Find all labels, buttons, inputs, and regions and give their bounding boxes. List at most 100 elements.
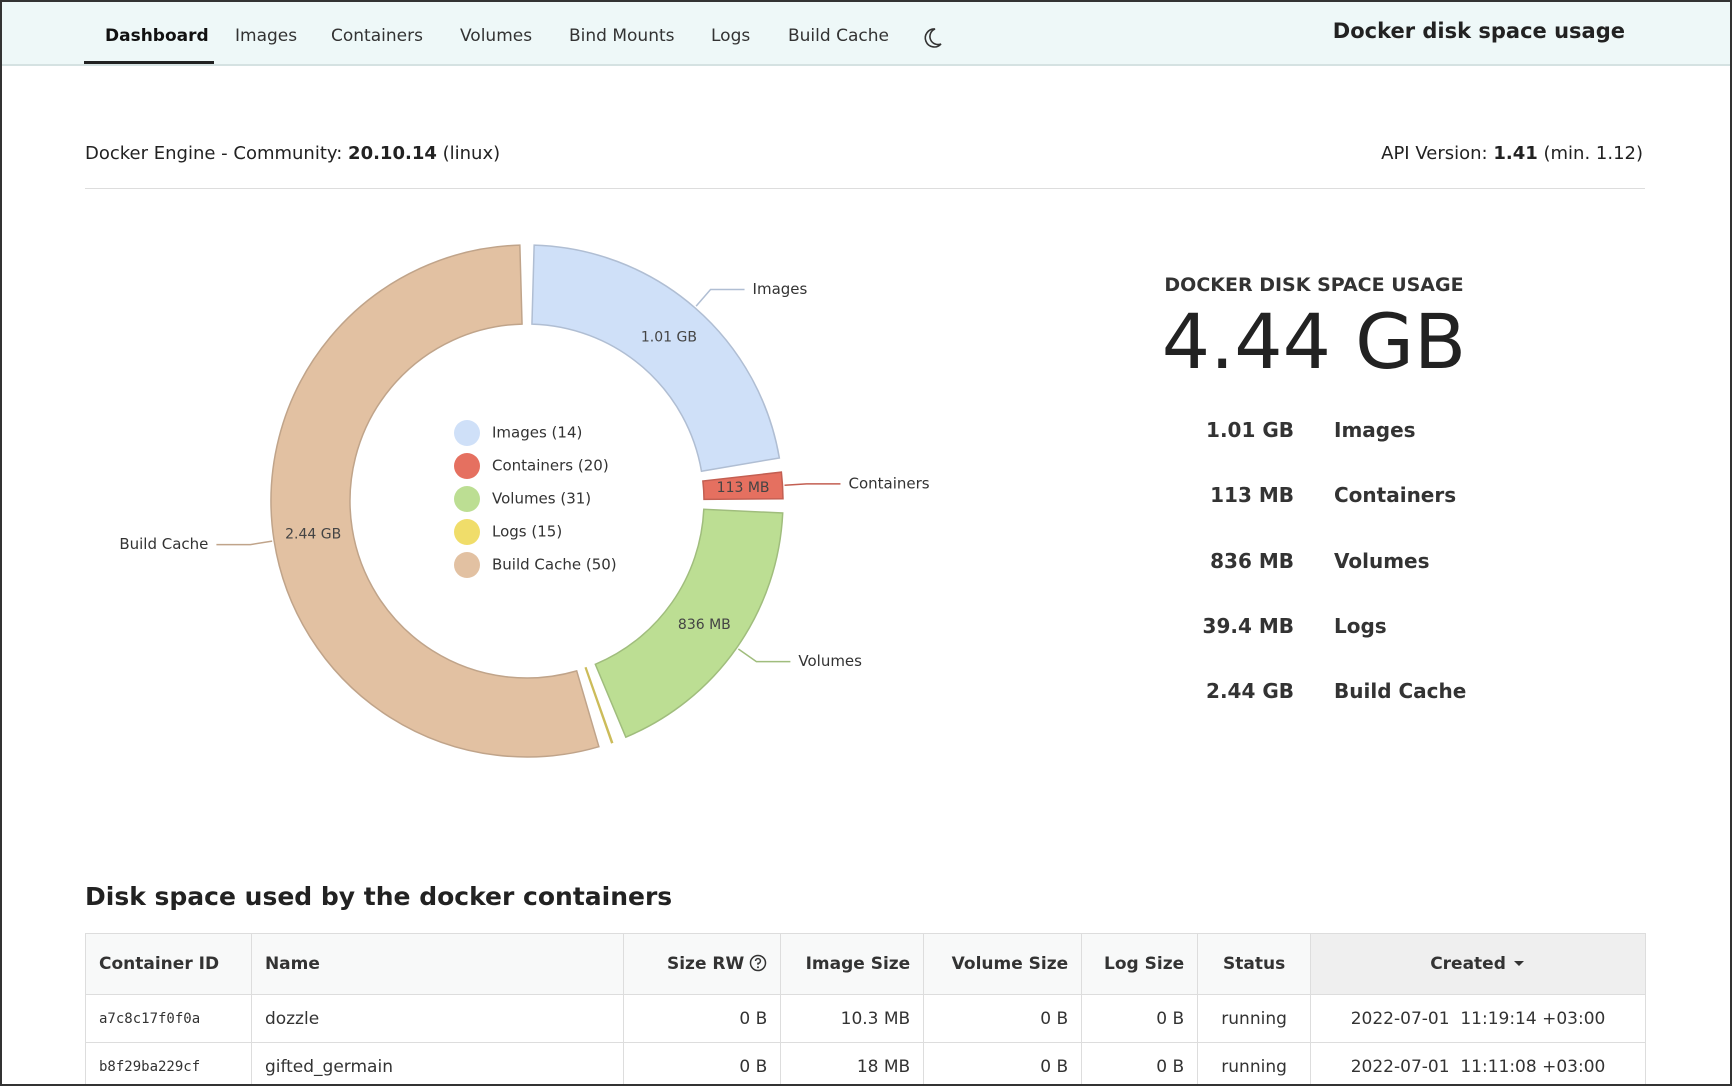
table-cell: 0 B — [623, 994, 782, 1043]
table-cell: 18 MB — [780, 1042, 925, 1084]
containers-table: Container ID Name Size RW Image Size Volume … — [85, 933, 1646, 1084]
slice-value-label: 2.44 GB — [285, 527, 341, 543]
donut-slice — [594, 508, 784, 739]
active-tab-indicator — [84, 61, 214, 64]
table-cell: b8f29ba229cf — [85, 1042, 252, 1084]
legend-swatch — [454, 420, 480, 446]
nav-tab[interactable]: Build Cache — [788, 26, 889, 46]
table-cell: 2022-07-01 11:11:08 +03:00 — [1310, 1042, 1646, 1084]
table-cell: 0 B — [623, 1042, 782, 1084]
donut-chart: 1.01 GB Images 113 MB Containers 836 MB Volum… — [119, 244, 930, 758]
legend-label: Volumes (31) — [492, 490, 591, 508]
engine-version: 20.10.14 — [348, 143, 437, 164]
column-header[interactable]: Image Size — [780, 933, 925, 995]
moon-icon — [924, 28, 942, 48]
leader-line — [784, 483, 841, 487]
summary-total: 4.44 GB — [1161, 297, 1467, 386]
legend-swatch — [454, 519, 480, 545]
leader-line — [216, 540, 273, 546]
slice-category-label: Volumes — [798, 652, 862, 670]
table-cell: gifted_germain — [250, 1042, 625, 1084]
summary-value: 39.4 MB — [1202, 613, 1294, 638]
help-dot — [757, 966, 760, 969]
legend-swatch — [454, 453, 480, 479]
table-cell: 2022-07-01 11:19:14 +03:00 — [1310, 994, 1646, 1043]
api-info: API Version: 1.41 (min. 1.12) — [1381, 143, 1643, 164]
help-circle — [750, 954, 767, 972]
column-header[interactable]: Created — [1310, 933, 1646, 995]
leader-line — [695, 288, 745, 307]
engine-os: (linux) — [442, 143, 501, 164]
column-header-text: Status — [1223, 954, 1286, 974]
summary-category: Containers — [1334, 483, 1457, 508]
table-cell: 0 B — [1081, 994, 1199, 1043]
table-cell: 0 B — [1081, 1042, 1199, 1084]
nav-tab[interactable]: Containers — [331, 26, 423, 46]
summary-category: Logs — [1334, 613, 1387, 638]
column-header-text: Volume Size — [951, 954, 1069, 974]
column-header[interactable]: Container ID — [85, 933, 252, 995]
column-header-text: Log Size — [1104, 954, 1185, 974]
app-title: Docker disk space usage — [1332, 19, 1625, 43]
summary-title: DOCKER DISK SPACE USAGE — [1164, 274, 1464, 296]
engine-label: Docker Engine - Community: — [85, 143, 343, 164]
table-cell: dozzle — [250, 994, 625, 1043]
engine-info: Docker Engine - Community: 20.10.14 (lin… — [85, 143, 500, 164]
legend-label: Images (14) — [492, 424, 582, 442]
table-cell: a7c8c17f0f0a — [85, 994, 252, 1043]
sort-arrow — [1513, 961, 1524, 966]
theme-toggle[interactable] — [923, 27, 943, 49]
column-header[interactable]: Size RW — [623, 933, 782, 995]
slice-value-label: 1.01 GB — [641, 330, 697, 346]
column-header[interactable]: Log Size — [1081, 933, 1199, 995]
summary-value: 836 MB — [1210, 548, 1294, 573]
column-header-text: Size RW — [666, 954, 745, 974]
column-header-text: Created — [1430, 954, 1506, 974]
sort-indicator — [1513, 961, 1524, 966]
slice-category-label: Build Cache — [119, 535, 208, 553]
nav-tab[interactable]: Dashboard — [105, 26, 209, 46]
column-header-text: Image Size — [805, 954, 911, 974]
divider — [85, 188, 1645, 189]
help-glyph — [755, 957, 762, 965]
column-header-text: Container ID — [99, 954, 220, 974]
table-title: Disk space used by the docker containers — [85, 882, 673, 911]
nav-tab[interactable]: Images — [235, 26, 298, 46]
summary-value: 113 MB — [1210, 483, 1294, 508]
column-header[interactable]: Status — [1197, 933, 1312, 995]
table-header: Container ID Name Size RW Image Size Volume … — [85, 933, 1646, 995]
nav-tab[interactable]: Volumes — [460, 26, 533, 46]
api-min: (min. 1.12) — [1543, 143, 1643, 164]
nav-tab[interactable]: Logs — [711, 26, 751, 46]
donut-slice — [584, 666, 614, 744]
nav-tab[interactable]: Bind Mounts — [569, 26, 675, 46]
column-header-text: Name — [264, 954, 320, 974]
table-cell: 0 B — [923, 1042, 1083, 1084]
table-cell: 0 B — [923, 994, 1083, 1043]
summary-value: 2.44 GB — [1206, 679, 1294, 704]
column-header[interactable]: Name — [250, 933, 625, 995]
summary-category: Images — [1334, 418, 1416, 442]
help-icon[interactable] — [749, 954, 767, 972]
slice-category-label: Images — [753, 280, 808, 298]
leader-line — [737, 648, 791, 663]
api-label: API Version: — [1381, 143, 1488, 164]
legend-label: Containers (20) — [492, 457, 609, 475]
legend-label: Logs (15) — [492, 523, 562, 541]
table-cell: running — [1197, 994, 1312, 1043]
summary-category: Volumes — [1334, 548, 1430, 573]
slice-value-label: 836 MB — [678, 617, 731, 633]
summary-category: Build Cache — [1334, 679, 1467, 704]
legend-label: Build Cache (50) — [492, 556, 617, 574]
api-version: 1.41 — [1493, 143, 1538, 164]
table-cell: 10.3 MB — [780, 994, 925, 1043]
nav-bar: Dashboard Images Containers Volumes Bind… — [2, 2, 1730, 66]
legend-swatch — [454, 552, 480, 578]
column-header[interactable]: Volume Size — [923, 933, 1083, 995]
donut-slice — [531, 244, 781, 473]
